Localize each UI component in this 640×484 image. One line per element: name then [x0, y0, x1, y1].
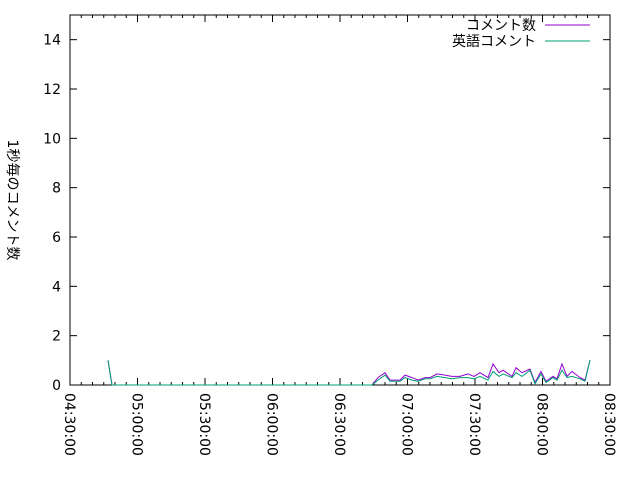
x-tick-label: 07:30:00	[466, 393, 482, 456]
y-tick-label: 4	[52, 279, 61, 295]
x-tick-label: 08:30:00	[601, 393, 617, 456]
y-tick-label: 12	[43, 82, 61, 98]
y-tick-label: 10	[43, 131, 61, 147]
plot-border	[69, 14, 611, 386]
y-tick-label: 2	[52, 329, 61, 345]
x-tick-label: 04:30:00	[61, 393, 77, 456]
series-line-1	[107, 360, 591, 386]
series-line-2	[107, 360, 591, 386]
y-tick-label: 6	[52, 230, 61, 246]
axes: 0 2 4 6 8 10 12 14 04:30:00 05:00:00 05:30:00 06:00…	[43, 14, 617, 456]
x-tick-label: 05:30:00	[196, 393, 212, 456]
y-tick-label: 8	[52, 181, 61, 197]
x-tick-label: 07:00:00	[399, 393, 415, 456]
x-tick-label: 06:00:00	[264, 393, 280, 456]
x-tick-label: 06:30:00	[331, 393, 347, 456]
legend-label: 英語コメント	[452, 33, 536, 50]
legend-label: コメント数	[466, 18, 536, 34]
y-axis-label: 1秒毎のコメント数	[4, 140, 20, 261]
x-tick-label: 05:00:00	[129, 393, 145, 456]
x-tick-label: 08:00:00	[534, 393, 550, 456]
series-group	[107, 360, 591, 386]
y-tick-label: 0	[52, 378, 61, 394]
y-tick-label: 14	[43, 33, 61, 49]
